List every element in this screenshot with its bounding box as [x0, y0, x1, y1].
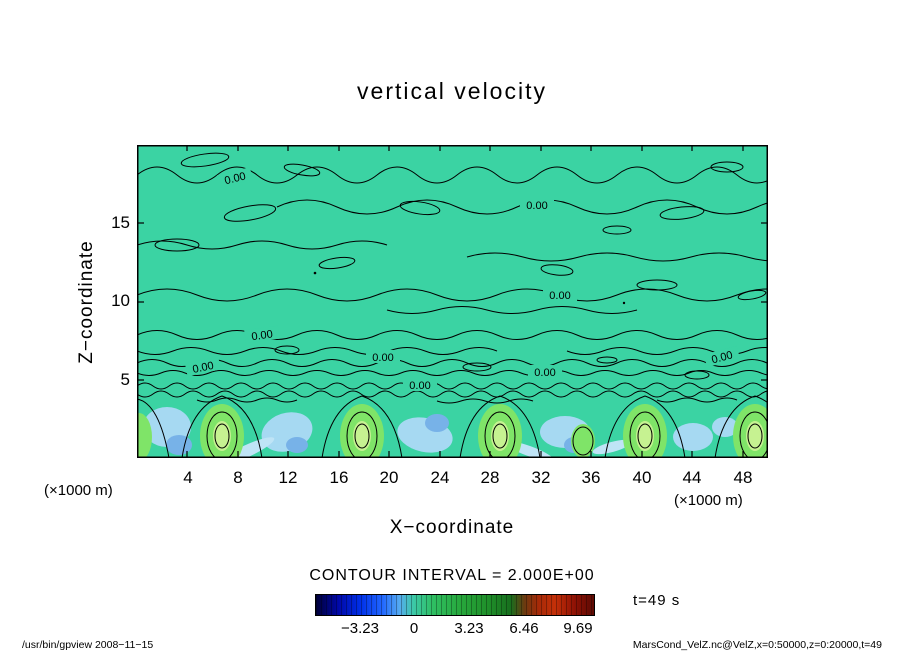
contour-label: 0.00 [526, 200, 547, 212]
colorbar-tick-label: 9.69 [563, 620, 593, 637]
contour-label: 0.00 [534, 367, 555, 379]
contour-plot-svg: 0.00 0.00 0.00 0.00 0.00 0.00 0.00 0.00 … [137, 145, 768, 458]
x-axis-units: (×1000 m) [674, 492, 743, 509]
y-tick-label: 15 [111, 213, 130, 232]
x-tick-label: 16 [329, 468, 349, 487]
contour-lines [137, 152, 768, 458]
contour-label: 0.00 [251, 328, 274, 343]
y-tick-label: 5 [120, 370, 130, 389]
x-axis-label: X−coordinate [389, 517, 515, 538]
colorbar-tick-label: 6.46 [509, 620, 539, 637]
plot-background [137, 145, 768, 458]
contour-label: 0.00 [710, 349, 734, 366]
x-tick-label: 28 [480, 468, 500, 487]
contour-label: 0.00 [191, 360, 214, 376]
contour-plot-area: 0.00 0.00 0.00 0.00 0.00 0.00 0.00 0.00 … [137, 145, 768, 458]
colorbar-tick-label: 0 [409, 620, 419, 637]
x-tick-label: 12 [278, 468, 298, 487]
contour-labels: 0.00 0.00 0.00 0.00 0.00 0.00 0.00 0.00 … [184, 167, 740, 392]
x-tick-label: 36 [581, 468, 601, 487]
x-tick-label: 8 [233, 468, 243, 487]
time-annotation: t=49 s [633, 592, 681, 609]
x-tick-label: 48 [733, 468, 753, 487]
contour-label: 0.00 [223, 170, 247, 187]
colorbar-tick-label: −3.23 [341, 620, 379, 637]
colorbar [315, 594, 595, 616]
x-tick-label: 20 [379, 468, 399, 487]
footer-dataset-text: MarsCond_VelZ.nc@VelZ,x=0:50000,z=0:2000… [632, 639, 882, 651]
plot-frame [137, 145, 768, 458]
colorbar-tick-label: 3.23 [454, 620, 484, 637]
z-axis-units: (×1000 m) [44, 482, 113, 499]
x-tick-label: 40 [632, 468, 652, 487]
contour-interval-text: CONTOUR INTERVAL = 2.000E+00 [309, 567, 595, 584]
contour-label: 0.00 [372, 352, 393, 364]
point-contour-dot [313, 271, 317, 275]
point-contour-dot [622, 301, 626, 305]
y-tick-label: 10 [111, 291, 130, 310]
x-tick-label: 24 [430, 468, 450, 487]
footer-command-text: /usr/bin/gpview 2008−11−15 [22, 639, 154, 651]
updraft-cells [137, 404, 768, 458]
chart-title: vertical velocity [357, 78, 547, 104]
x-tick-label: 44 [682, 468, 702, 487]
x-tick-label: 4 [183, 468, 193, 487]
contour-label: 0.00 [409, 380, 430, 392]
contour-label: 0.00 [549, 290, 570, 302]
x-tick-label: 32 [531, 468, 551, 487]
downdraft-patches [143, 407, 738, 458]
